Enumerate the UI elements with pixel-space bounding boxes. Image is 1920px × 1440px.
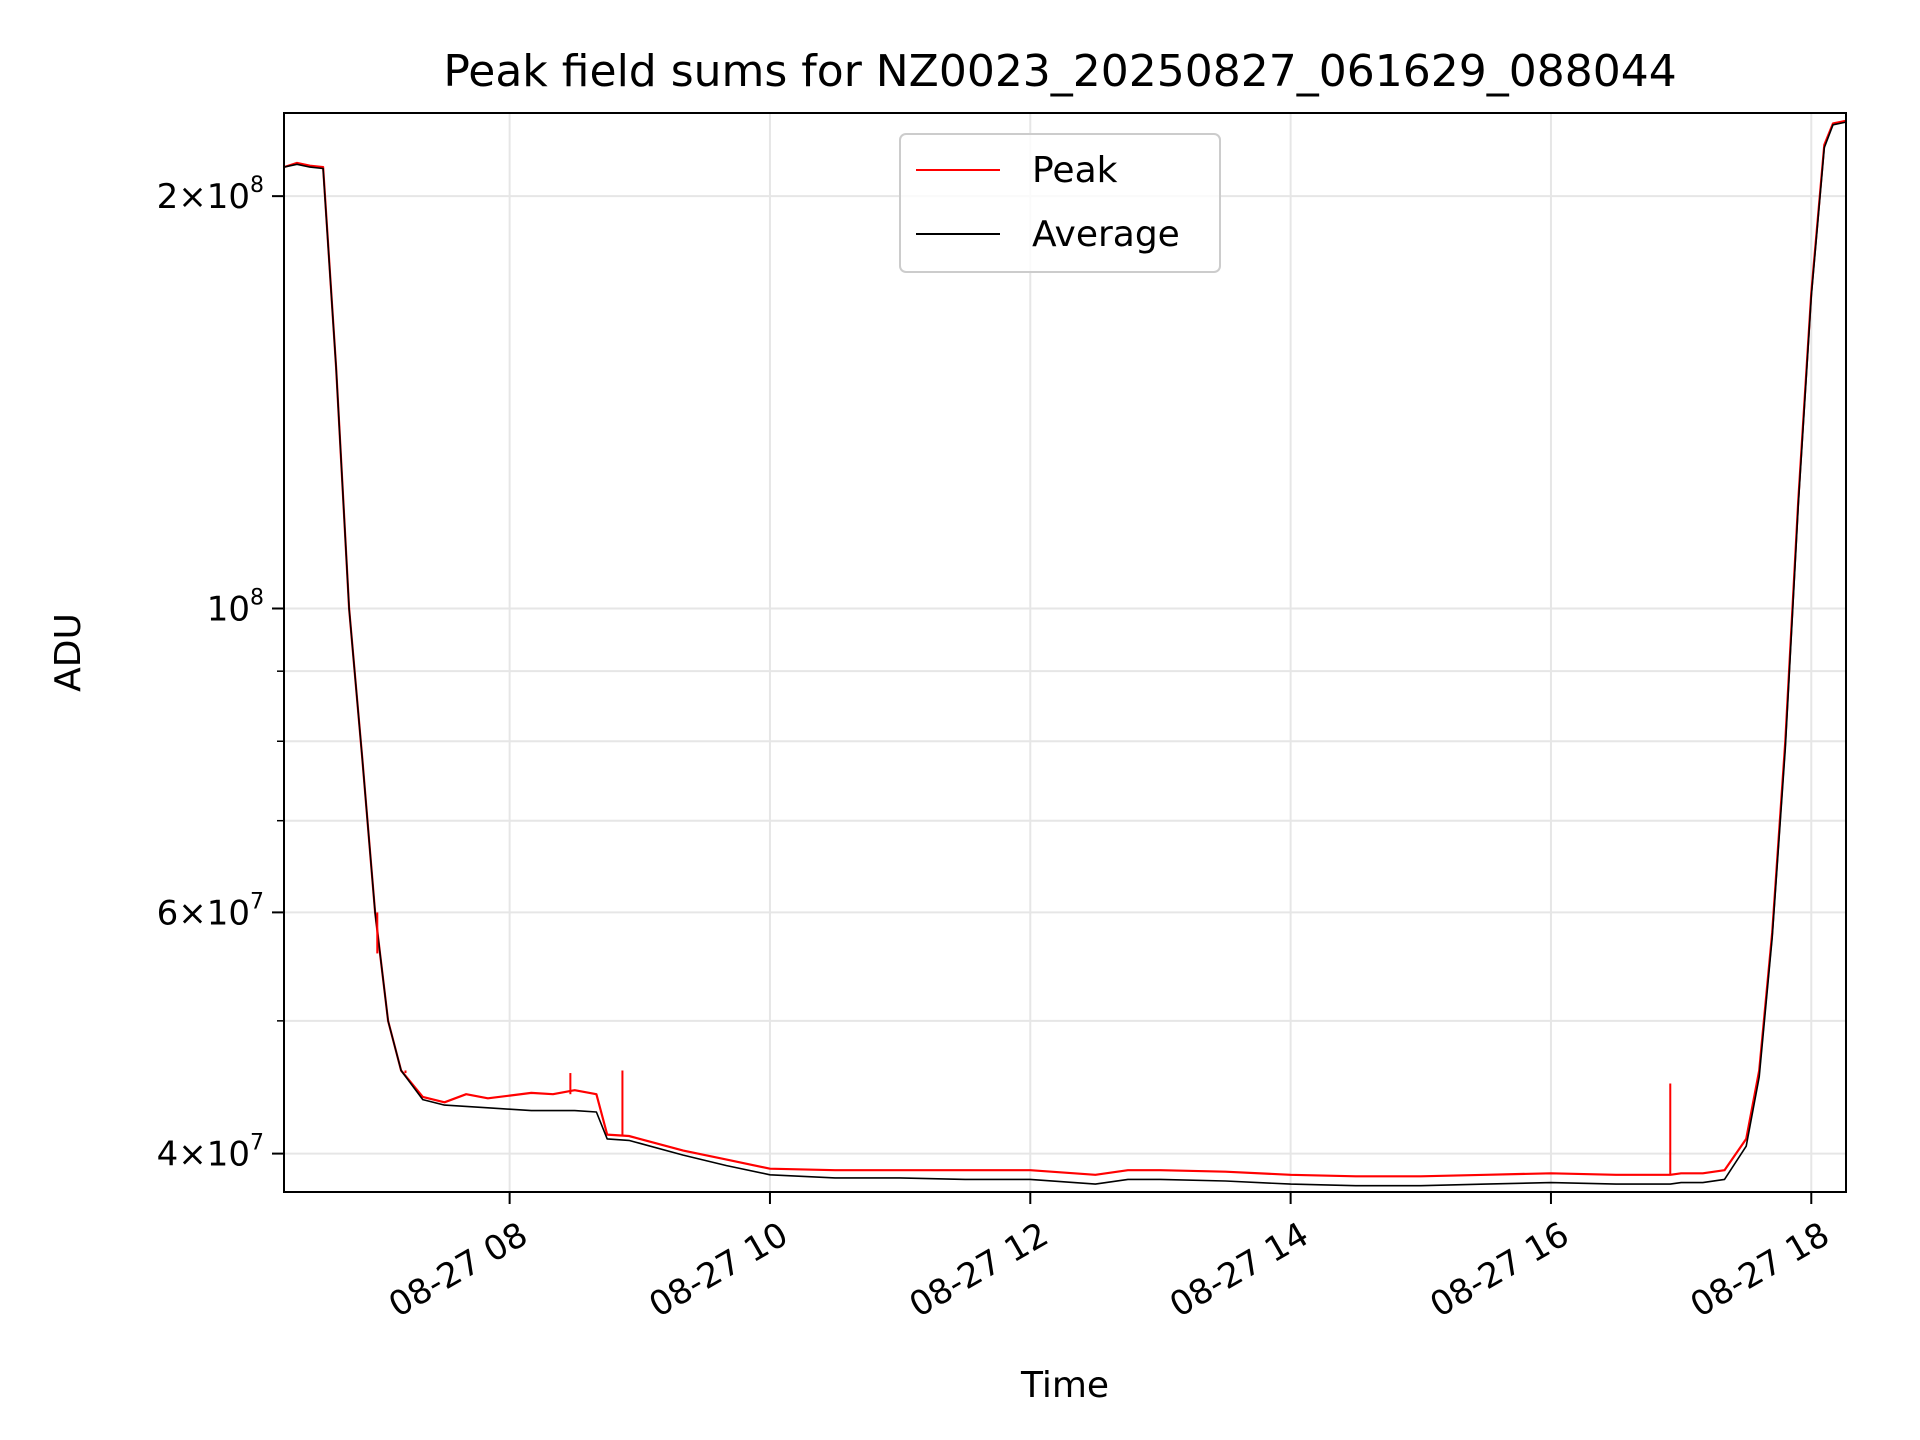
legend-label-average: Average bbox=[1032, 214, 1180, 255]
legend-box bbox=[899, 133, 1221, 273]
y-tick-exponent: 7 bbox=[250, 1131, 264, 1156]
legend: Peak Average bbox=[899, 133, 1221, 273]
plot-area bbox=[284, 119, 1846, 1187]
y-tick-exponent: 8 bbox=[250, 173, 264, 198]
x-axis-label: Time bbox=[1020, 1365, 1109, 1406]
y-tick-base: 2×10 bbox=[157, 177, 250, 217]
axes-frame bbox=[283, 112, 1847, 1193]
y-tick-base: 10 bbox=[207, 590, 250, 630]
y-axis-label: ADU bbox=[48, 613, 89, 692]
chart-title: Peak field sums for NZ0023_20250827_0616… bbox=[443, 46, 1676, 97]
series-line-average bbox=[284, 121, 1846, 1187]
y-tick-base: 4×10 bbox=[157, 1135, 250, 1175]
y-tick-exponent: 8 bbox=[250, 586, 264, 611]
y-tick-label: 2×108 bbox=[157, 173, 264, 217]
y-tick-label: 6×107 bbox=[157, 889, 264, 933]
y-tick-exponent: 7 bbox=[250, 889, 264, 914]
y-tick-base: 6×10 bbox=[157, 893, 250, 933]
series-lines bbox=[284, 119, 1846, 1187]
y-tick-label: 108 bbox=[207, 586, 264, 630]
y-tick-label: 4×107 bbox=[157, 1131, 264, 1175]
legend-label-peak: Peak bbox=[1032, 150, 1118, 191]
